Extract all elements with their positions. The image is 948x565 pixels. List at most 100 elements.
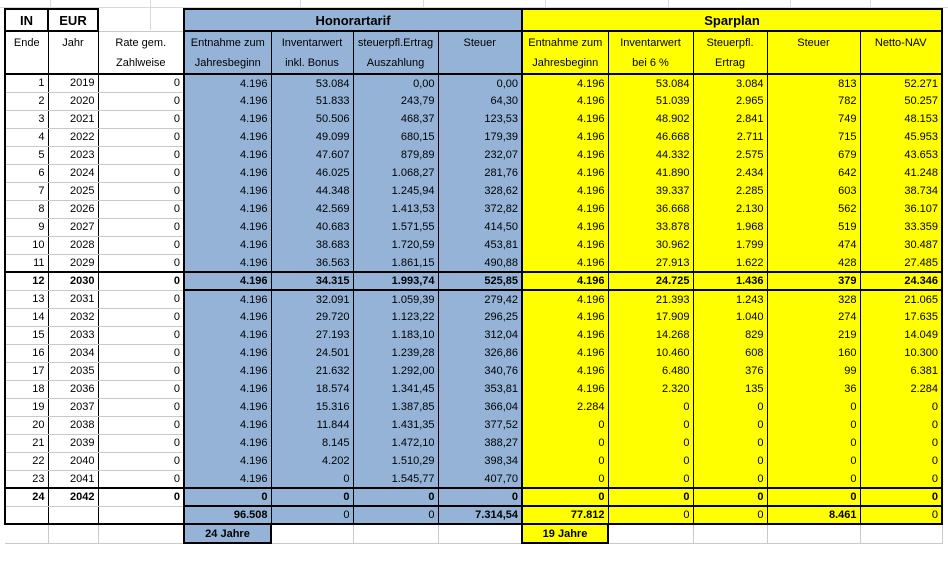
total-steuer-h[interactable]: 7.314,54 [438,506,523,525]
cell[interactable]: 53.084 [608,74,694,92]
cell[interactable]: 0 [98,182,185,201]
cell[interactable]: 2.284 [522,398,609,416]
cell[interactable]: 1.068,27 [353,164,439,182]
cell[interactable]: 2034 [48,344,99,363]
cell[interactable]: 64,30 [438,92,523,110]
cell[interactable]: 7 [4,182,49,201]
cell[interactable]: 17.635 [860,308,944,326]
cell-empty[interactable] [98,9,184,32]
cell[interactable]: 2040 [48,452,99,471]
cell[interactable]: 296,25 [438,308,523,326]
cell[interactable]: 749 [767,110,861,128]
cell[interactable]: 525,85 [438,271,523,291]
col-header-rate[interactable]: Rate gem. Zahlweise [98,31,185,75]
col-header-steuer-h[interactable]: Steuer [438,31,523,75]
cell[interactable]: 46.668 [608,128,694,146]
cell[interactable]: 36.107 [860,200,944,218]
cell[interactable]: 41.890 [608,164,694,182]
cell[interactable]: 179,39 [438,128,523,146]
cell[interactable]: 1.545,77 [353,470,439,488]
cell[interactable]: 0 [767,398,861,416]
cell[interactable]: 4.196 [184,470,272,488]
cell[interactable]: 135 [693,380,768,398]
cell[interactable]: 33.878 [608,218,694,236]
cell[interactable]: 0 [693,398,768,416]
cell[interactable]: 33.359 [860,218,944,236]
cell[interactable]: 15.316 [271,398,354,416]
cell[interactable]: 51.833 [271,92,354,110]
cell[interactable]: 219 [767,326,861,344]
cell[interactable]: 4.196 [184,452,272,470]
cell-empty[interactable] [48,506,99,525]
cell[interactable]: 0 [860,416,944,434]
col-header-ertrag-s[interactable]: Steuerpfl. Ertrag [693,31,768,75]
cell[interactable]: 1.387,85 [353,398,439,416]
cell[interactable]: 6 [4,164,49,183]
cell[interactable]: 6.480 [608,362,694,380]
cell[interactable]: 2042 [48,487,99,507]
cell[interactable]: 3.084 [693,74,768,92]
cell[interactable]: 0 [98,362,185,381]
col-header-entnahme-h[interactable]: Entnahme zum Jahresbeginn [184,31,272,75]
cell[interactable]: 2.965 [693,92,768,110]
cell[interactable]: 0 [98,218,185,237]
cell[interactable]: 2.285 [693,182,768,200]
cell[interactable]: 281,76 [438,164,523,182]
cell[interactable]: 1.799 [693,236,768,254]
cell[interactable]: 4.196 [184,164,272,182]
cell[interactable]: 0 [608,452,694,470]
cell[interactable]: 2033 [48,326,99,345]
cell[interactable]: 12 [4,271,49,291]
cell[interactable]: 52.271 [860,74,944,92]
cell[interactable]: 2023 [48,146,99,165]
cell[interactable]: 4.196 [184,380,272,398]
cell[interactable]: 0 [98,128,185,147]
cell[interactable]: 1.472,10 [353,434,439,452]
cell[interactable]: 2028 [48,236,99,255]
total-inventarwert-s[interactable]: 0 [608,506,694,525]
cell[interactable]: 4.196 [184,308,272,326]
cell[interactable]: 474 [767,236,861,254]
cell[interactable]: 4.196 [522,218,609,236]
cell[interactable]: 0 [522,452,609,470]
cell[interactable]: 0 [767,487,861,507]
cell[interactable]: 680,15 [353,128,439,146]
cell[interactable]: 46.025 [271,164,354,182]
cell[interactable]: 53.084 [271,74,354,92]
cell[interactable]: 0 [522,416,609,434]
cell[interactable]: 0 [767,434,861,452]
cell[interactable]: 312,04 [438,326,523,344]
cell[interactable]: 34.315 [271,271,354,291]
cell[interactable]: 4.196 [522,146,609,164]
cell[interactable]: 17 [4,362,49,381]
cell[interactable]: 0 [98,487,185,507]
cell[interactable]: 2031 [48,290,99,309]
cell[interactable]: 1.413,53 [353,200,439,218]
cell[interactable]: 603 [767,182,861,200]
cell[interactable]: 519 [767,218,861,236]
cell-empty[interactable] [4,506,49,525]
cell[interactable]: 2.841 [693,110,768,128]
cell[interactable]: 1.436 [693,271,768,291]
cell[interactable]: 1 [4,74,49,93]
cell[interactable]: 2032 [48,308,99,327]
cell[interactable]: 0 [693,487,768,507]
cell[interactable]: 42.569 [271,200,354,218]
cell[interactable]: 1.968 [693,218,768,236]
cell[interactable]: 274 [767,308,861,326]
cell-eur-label[interactable]: EUR [47,8,99,32]
cell[interactable]: 414,50 [438,218,523,236]
cell[interactable]: 17.909 [608,308,694,326]
honorartarif-years-badge[interactable]: 24 Jahre [183,523,272,544]
cell[interactable]: 453,81 [438,236,523,254]
cell[interactable]: 0 [860,487,944,507]
cell[interactable]: 4.196 [184,290,272,308]
cell[interactable]: 8.145 [271,434,354,452]
cell[interactable]: 0 [693,416,768,434]
cell[interactable]: 0 [98,380,185,399]
cell[interactable]: 48.902 [608,110,694,128]
cell[interactable]: 3 [4,110,49,129]
cell[interactable]: 4.196 [184,254,272,272]
cell[interactable]: 4.196 [522,254,609,272]
cell[interactable]: 0 [767,470,861,488]
